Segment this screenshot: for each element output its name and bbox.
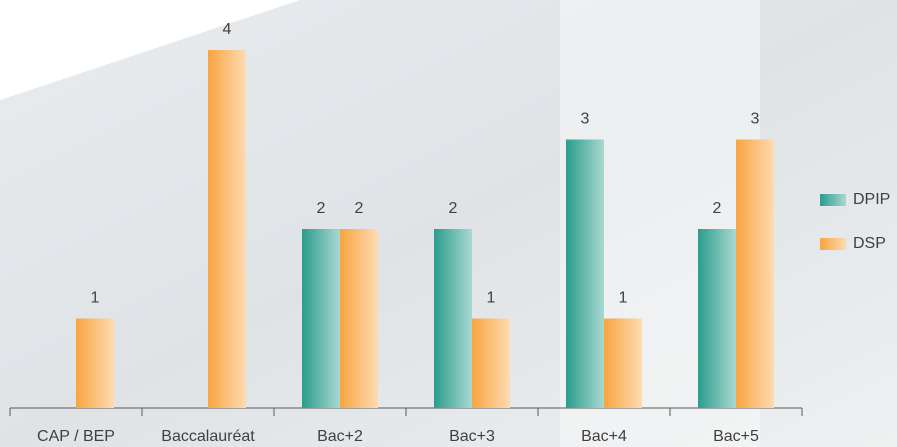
x-tick-label: Baccalauréat <box>161 428 255 445</box>
value-label: 1 <box>487 290 496 307</box>
value-label: 2 <box>317 200 326 217</box>
x-tick-label: Bac+2 <box>317 428 363 445</box>
bar <box>604 318 642 408</box>
bar <box>302 229 340 408</box>
value-label: 3 <box>751 111 760 128</box>
bar <box>472 318 510 408</box>
bar <box>76 318 114 408</box>
x-tick-label: CAP / BEP <box>37 428 115 445</box>
x-tick-label: Bac+5 <box>713 428 759 445</box>
value-label: 4 <box>223 21 232 38</box>
value-label: 2 <box>449 200 458 217</box>
legend-swatch <box>820 238 846 250</box>
value-label: 2 <box>355 200 364 217</box>
x-tick-label: Bac+3 <box>449 428 495 445</box>
bar <box>736 139 774 408</box>
legend-swatch <box>820 194 846 206</box>
bar <box>434 229 472 408</box>
legend-label: DSP <box>853 235 886 252</box>
bar <box>340 229 378 408</box>
bar <box>566 139 604 408</box>
legend-label: DPIP <box>853 191 890 208</box>
bar <box>208 50 246 408</box>
value-label: 2 <box>713 200 722 217</box>
value-label: 3 <box>581 111 590 128</box>
bar <box>698 229 736 408</box>
value-label: 1 <box>619 290 628 307</box>
background-shape <box>0 0 300 100</box>
value-label: 1 <box>91 290 100 307</box>
x-tick-label: Bac+4 <box>581 428 627 445</box>
